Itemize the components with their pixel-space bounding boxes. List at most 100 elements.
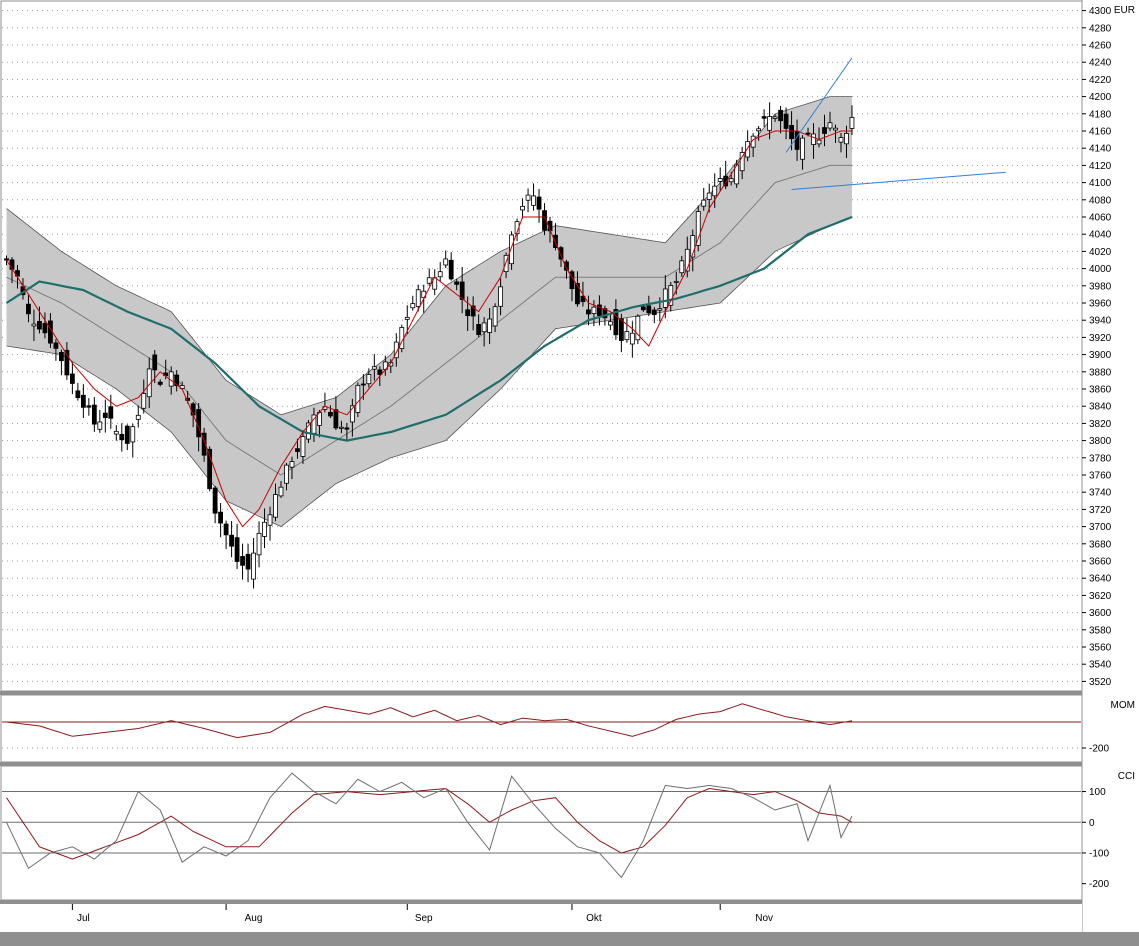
candle-body xyxy=(536,196,542,210)
candle-body xyxy=(745,141,751,158)
panel-separator[interactable] xyxy=(0,762,1139,766)
price-tick-label: 4180 xyxy=(1089,109,1112,120)
candle-body xyxy=(520,205,525,211)
price-tick-label: 3740 xyxy=(1089,488,1112,499)
candle-body xyxy=(130,426,136,443)
price-axis: 3520 3540 3560 3580 3600 3620 3640 3660 3680 3700… xyxy=(1082,6,1112,688)
candle-body xyxy=(668,285,674,306)
horizontal-scrollbar[interactable] xyxy=(0,932,1139,946)
cci-tick-label: -200 xyxy=(1089,879,1109,890)
candle-body xyxy=(723,175,729,187)
candle-body xyxy=(531,195,536,206)
candle-body xyxy=(328,411,333,417)
candle-body xyxy=(344,427,350,430)
candle-body xyxy=(349,405,355,423)
candle-body xyxy=(580,295,586,303)
candle-body xyxy=(102,412,108,418)
candle-body xyxy=(393,341,399,359)
cci-axis: 100 0 -100 -200 xyxy=(1082,787,1109,890)
candle-body xyxy=(673,281,679,283)
candle-body xyxy=(717,178,723,182)
candle-body xyxy=(69,373,75,384)
bollinger-upper-line xyxy=(6,96,852,416)
candle-body xyxy=(174,374,180,387)
candle-body xyxy=(618,318,624,341)
candle-body xyxy=(289,461,295,468)
candle-body xyxy=(91,404,97,425)
candle-body xyxy=(712,185,718,197)
candle-body xyxy=(827,122,833,129)
trendlines xyxy=(785,57,1006,190)
candle-body xyxy=(300,436,306,457)
panel-separator[interactable] xyxy=(0,691,1139,695)
candle-body xyxy=(338,426,344,429)
candle-body xyxy=(185,397,191,401)
candle-body xyxy=(80,394,86,408)
candle-body xyxy=(756,128,762,132)
candle-body xyxy=(772,116,778,119)
candle-body xyxy=(37,321,42,330)
price-tick-label: 4020 xyxy=(1089,247,1112,258)
month-label: Nov xyxy=(755,913,773,924)
candle-body xyxy=(53,342,59,349)
candle-body xyxy=(586,309,591,315)
price-tick-label: 3560 xyxy=(1089,643,1112,654)
fast-moving-average xyxy=(6,130,852,528)
candle-body xyxy=(487,318,493,333)
price-tick-label: 3860 xyxy=(1089,385,1112,396)
price-tick-label: 3760 xyxy=(1089,471,1112,482)
candle-body xyxy=(152,354,158,371)
price-tick-label: 4260 xyxy=(1089,41,1112,52)
candle-body xyxy=(410,303,416,309)
price-tick-label: 3540 xyxy=(1089,660,1112,671)
candle-body xyxy=(690,235,696,258)
candle-body xyxy=(575,283,580,305)
candle-body xyxy=(849,117,855,129)
candle-body xyxy=(448,259,454,280)
cci-tick-label: 0 xyxy=(1089,818,1095,829)
candle-body xyxy=(454,281,460,285)
candle-body xyxy=(778,109,783,122)
candle-body xyxy=(366,374,372,385)
price-tick-label: 4120 xyxy=(1089,161,1112,172)
candle-body xyxy=(4,258,9,261)
candle-body xyxy=(608,321,613,326)
candle-body xyxy=(459,281,465,300)
price-tick-label: 3960 xyxy=(1089,299,1112,310)
candle-body xyxy=(662,288,668,308)
candle-body xyxy=(816,139,822,145)
mom-line xyxy=(6,703,853,739)
mom-panel xyxy=(0,694,1083,763)
price-tick-label: 4160 xyxy=(1089,127,1112,138)
candle-body xyxy=(108,406,114,419)
price-tick-label: 4220 xyxy=(1089,75,1112,86)
currency-label: EUR xyxy=(1114,5,1135,16)
cci-label: CCI xyxy=(1118,771,1135,782)
trendline xyxy=(791,171,1006,190)
candle-body xyxy=(657,308,663,311)
candle-body xyxy=(245,553,251,570)
candle-body xyxy=(591,306,597,314)
candle-body xyxy=(640,306,646,311)
month-label: Aug xyxy=(245,913,263,924)
price-tick-label: 4000 xyxy=(1089,264,1112,275)
bollinger-band xyxy=(6,96,852,527)
price-tick-label: 4280 xyxy=(1089,23,1112,34)
candle-body xyxy=(635,315,641,341)
price-tick-label: 3900 xyxy=(1089,350,1112,361)
price-tick-label: 3700 xyxy=(1089,522,1112,533)
candle-body xyxy=(739,152,745,172)
price-tick-label: 3800 xyxy=(1089,436,1112,447)
panel-separator[interactable] xyxy=(0,900,1139,904)
candle-body xyxy=(64,349,70,376)
candle-body xyxy=(811,133,816,145)
price-tick-label: 3880 xyxy=(1089,367,1112,378)
price-tick-label: 3600 xyxy=(1089,608,1112,619)
candle-body xyxy=(629,332,635,345)
cci-main-line xyxy=(6,772,853,879)
candle-body xyxy=(240,556,245,566)
candle-body xyxy=(800,137,805,160)
price-tick-label: 4040 xyxy=(1089,230,1112,241)
candle-body xyxy=(355,384,361,413)
candle-body xyxy=(119,433,125,441)
